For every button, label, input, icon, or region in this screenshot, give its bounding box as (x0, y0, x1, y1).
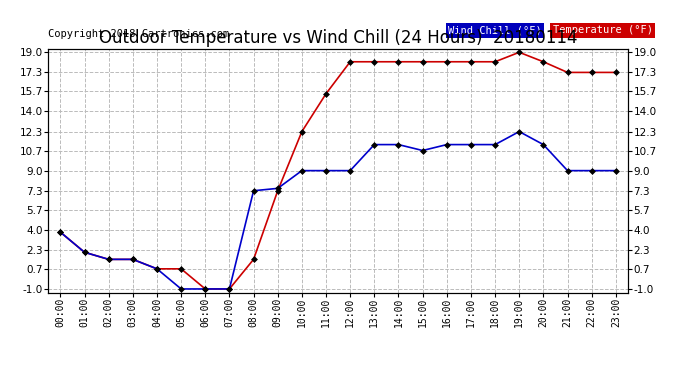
Text: Copyright 2018 Cartronics.com: Copyright 2018 Cartronics.com (48, 29, 230, 39)
Title: Outdoor Temperature vs Wind Chill (24 Hours)  20180114: Outdoor Temperature vs Wind Chill (24 Ho… (99, 29, 578, 47)
Text: Wind Chill (°F): Wind Chill (°F) (448, 26, 542, 36)
Text: Temperature (°F): Temperature (°F) (553, 26, 653, 36)
